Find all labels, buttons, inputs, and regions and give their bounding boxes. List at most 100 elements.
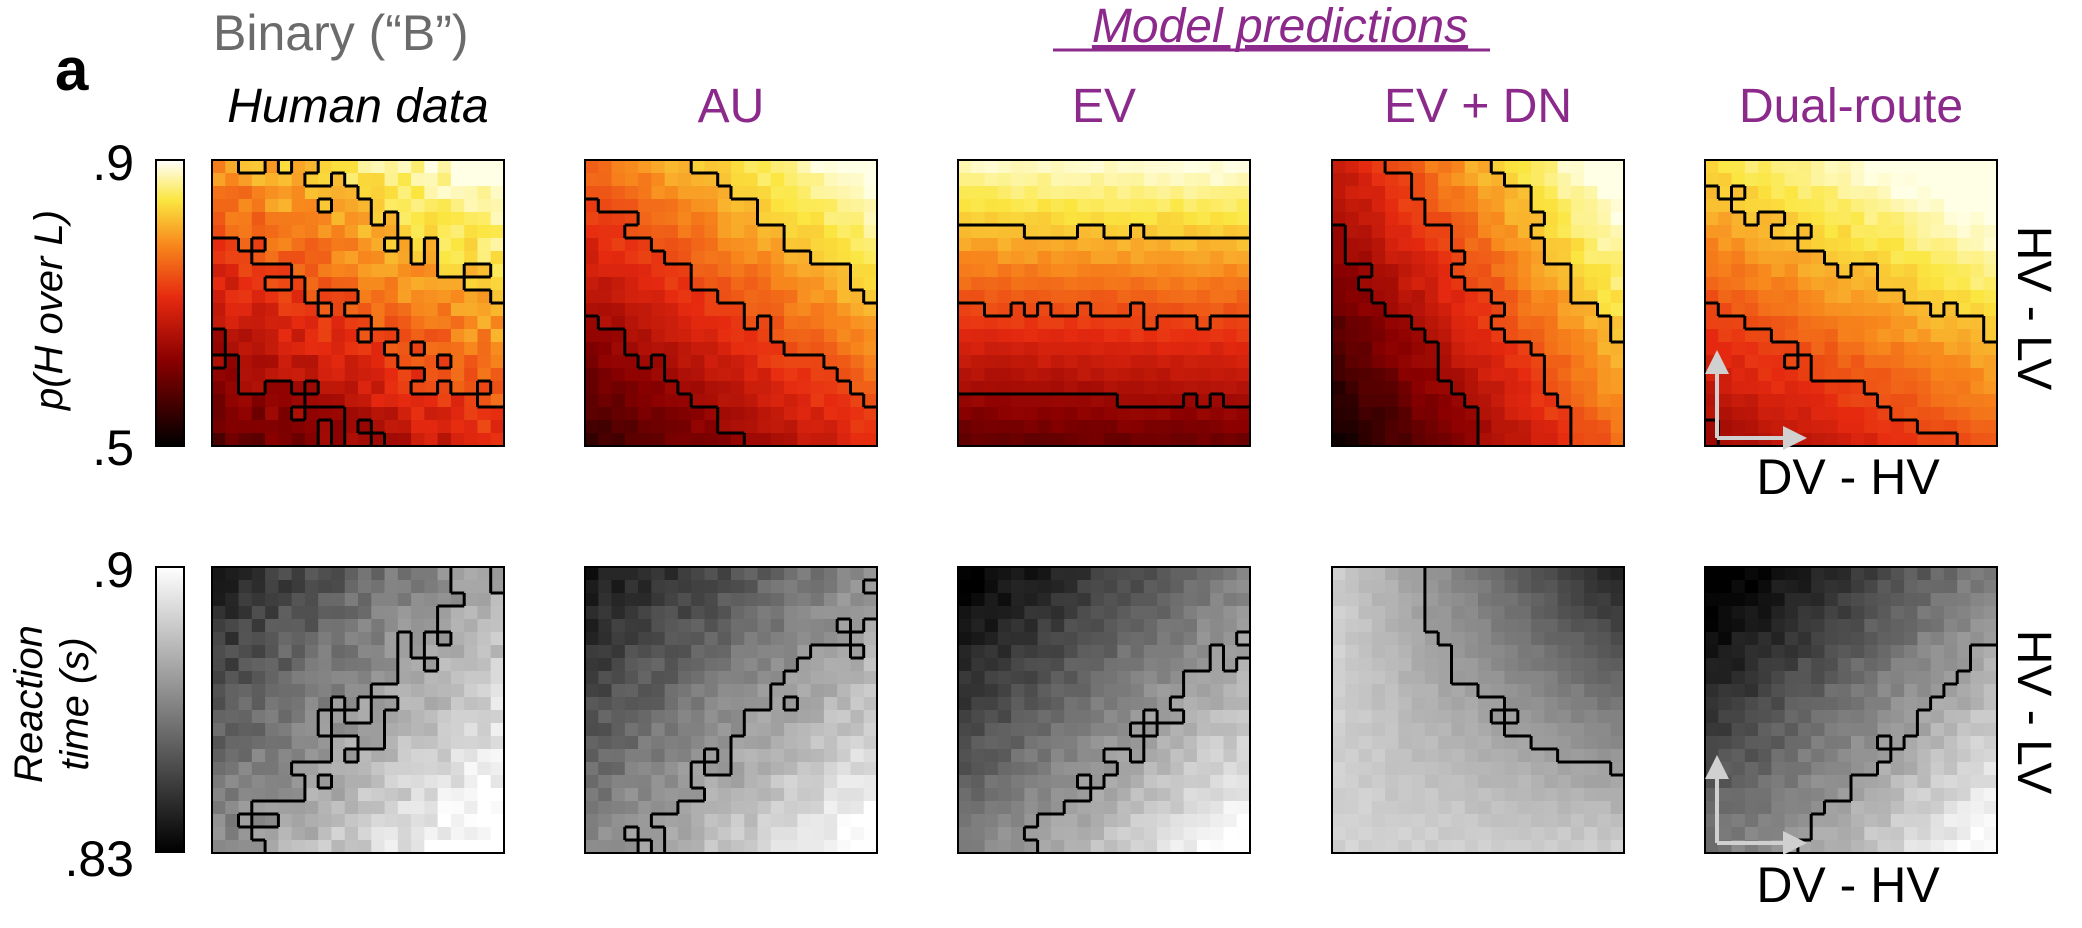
heatmap-cell	[1170, 290, 1185, 304]
heatmap-cell	[1957, 329, 1972, 343]
heatmap-cell	[1890, 723, 1905, 737]
heatmap-cell	[1011, 251, 1025, 265]
heatmap-cell	[611, 342, 626, 356]
heatmap-cell	[1531, 173, 1545, 187]
heatmap-cell	[770, 840, 785, 854]
heatmap-cell	[1610, 186, 1625, 200]
heatmap-cell	[358, 264, 372, 278]
heatmap-cell	[1170, 368, 1185, 382]
heatmap-cell	[371, 394, 386, 408]
heatmap-cell	[598, 658, 613, 672]
heatmap-cell	[1143, 762, 1158, 776]
heatmap-cell	[1957, 827, 1972, 841]
heatmap-cell	[1610, 316, 1625, 330]
heatmap-cell	[1811, 355, 1826, 369]
heatmap-cell	[1411, 277, 1426, 291]
heatmap-cell	[1557, 788, 1572, 802]
heatmap-cell	[677, 290, 692, 304]
heatmap-cell	[1744, 580, 1759, 594]
heatmap-cell	[1037, 368, 1052, 382]
heatmap-cell	[1917, 238, 1932, 252]
heatmap-cell	[1130, 593, 1145, 607]
heatmap-cell	[823, 632, 838, 646]
heatmap-cell	[1797, 342, 1812, 356]
heatmap-cell	[464, 290, 479, 304]
heatmap-cell	[1236, 173, 1251, 187]
heatmap-cell	[1557, 342, 1572, 356]
heatmap-cell	[1570, 710, 1585, 724]
heatmap-cell	[1877, 645, 1892, 659]
heatmap-cell	[1210, 684, 1225, 698]
heatmap-cell	[304, 277, 319, 291]
heatmap-cell	[638, 814, 652, 828]
heatmap-cell	[850, 381, 865, 395]
heatmap-cell	[251, 801, 266, 815]
heatmap-cell	[1411, 606, 1426, 620]
heatmap-cell	[1345, 593, 1360, 607]
heatmap-cell	[971, 788, 986, 802]
heatmap-cell	[212, 814, 226, 828]
heatmap-cell	[1904, 801, 1918, 815]
heatmap-cell	[1491, 632, 1506, 646]
heatmap-cell	[1837, 212, 1852, 226]
heatmap-cell	[1517, 420, 1532, 434]
heatmap-cell	[331, 671, 346, 685]
heatmap-cell	[1744, 316, 1759, 330]
heatmap-cell	[358, 329, 372, 343]
heatmap-cell	[331, 355, 346, 369]
heatmap-cell	[1557, 368, 1572, 382]
heatmap-cell	[1064, 814, 1079, 828]
heatmap-cell	[384, 684, 399, 698]
heatmap-cell	[598, 199, 613, 213]
heatmap-cell	[424, 814, 439, 828]
heatmap-cell	[1130, 290, 1145, 304]
heatmap-cell	[784, 749, 798, 763]
heatmap-cell	[1758, 186, 1772, 200]
heatmap-cell	[1236, 645, 1251, 659]
heatmap-cell	[757, 632, 772, 646]
heatmap-cell	[677, 173, 692, 187]
heatmap-cell	[1943, 186, 1958, 200]
heatmap-cell	[1210, 658, 1225, 672]
heatmap-cell	[1358, 632, 1373, 646]
heatmap-cell	[1504, 775, 1519, 789]
heatmap-cell	[1917, 814, 1932, 828]
heatmap-cell	[1837, 316, 1852, 330]
heatmap-cell	[358, 290, 372, 304]
heatmap-cell	[265, 394, 279, 408]
heatmap-cell	[984, 788, 999, 802]
heatmap-cell	[823, 355, 838, 369]
heatmap-cell	[1438, 775, 1453, 789]
heatmap-cell	[437, 840, 452, 854]
heatmap-cell	[437, 264, 452, 278]
heatmap-cell	[1904, 840, 1918, 854]
heatmap-cell	[797, 212, 812, 226]
heatmap-cell	[797, 199, 812, 213]
heatmap-cell	[1597, 736, 1612, 750]
heatmap-cell	[437, 788, 452, 802]
heatmap-cell	[1196, 173, 1211, 187]
heatmap-cell	[1517, 160, 1532, 174]
heatmap-cell	[1837, 814, 1852, 828]
heatmap-cell	[1957, 697, 1972, 711]
heatmap-cell	[1930, 788, 1945, 802]
heatmap-cell	[1464, 420, 1479, 434]
heatmap-cell	[611, 580, 626, 594]
heatmap-cell	[731, 788, 745, 802]
heatmap-cell	[1345, 684, 1360, 698]
heatmap-cell	[1104, 212, 1118, 226]
heatmap-cell	[1210, 160, 1225, 174]
heatmap-cell	[1957, 801, 1972, 815]
heatmap-cell	[1531, 801, 1545, 815]
heatmap-cell	[984, 580, 999, 594]
heatmap-cell	[1610, 645, 1625, 659]
heatmap-cell	[1491, 186, 1506, 200]
heatmap-cell	[1731, 329, 1746, 343]
heatmap-cell	[1930, 658, 1945, 672]
heatmap-cell	[1011, 199, 1025, 213]
heatmap-cell	[1090, 658, 1105, 672]
heatmap-cell	[1130, 580, 1145, 594]
heatmap-cell	[477, 814, 492, 828]
heatmap-cell	[424, 723, 439, 737]
heatmap-cell	[251, 593, 266, 607]
